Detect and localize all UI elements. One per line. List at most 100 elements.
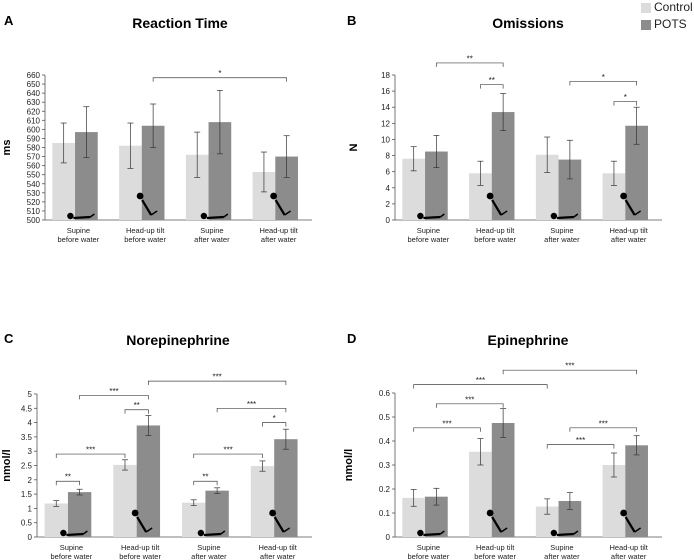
category-label: Supine [550,226,573,235]
y-tick-label: 8 [386,152,391,161]
bar-pots [208,122,232,220]
significance-label: *** [109,387,118,396]
category-label: after water [260,552,296,560]
y-tick-label: 630 [27,98,41,107]
significance-bracket [436,403,504,408]
bar-pots [136,425,161,537]
significance-bracket [193,480,218,486]
chart-panel-c: C Norepinephrine nmol/l 0 0.5 1 1.5 2 2.5 3 3.5 4 4.… [1,331,312,560]
significance-label: *** [247,400,256,409]
bar-pots [425,496,448,537]
category-label: Supine [197,543,220,552]
category-label: after water [544,235,580,244]
category-label: before water [58,235,100,244]
y-tick-label: 510 [27,207,41,216]
tilt-person-icon-board [283,527,291,533]
supine-person-icon-feet [573,530,579,535]
category-label: after water [611,235,647,244]
y-tick-label: 0.1 [379,509,391,518]
y-tick-label: 660 [27,71,41,80]
legend-swatch-pots [641,20,651,30]
supine-person-icon-head [197,529,205,537]
supine-person-icon-body [423,215,441,220]
category-label: Supine [200,226,223,235]
legend-label-pots: POTS [654,17,687,31]
legend-swatch-control [641,3,651,13]
bar-pots [205,490,229,537]
bar-control [535,154,559,220]
y-tick-label: 4 [28,419,33,428]
significance-bracket [262,422,287,427]
bar-control [185,154,209,220]
category-label: after water [194,235,230,244]
tilt-person-icon-board [284,210,292,216]
category-label: before water [119,552,161,560]
supine-person-icon-feet [439,213,445,218]
y-tick-label: 0 [28,533,33,542]
bar-pots [425,151,448,220]
tilt-person-icon-body [273,516,285,533]
category-label: Head-up tilt [126,226,165,235]
significance-label: ** [467,54,473,63]
y-tick-label: 610 [27,116,41,125]
tilt-person-icon-body [624,516,636,533]
category-label: Head-up tilt [258,543,297,552]
y-tick-label: 14 [381,103,390,112]
bar-control [402,158,426,220]
supine-person-icon-head [550,529,558,537]
significance-label: *** [223,446,232,455]
y-tick-label: 560 [27,162,41,171]
y-tick-label: 590 [27,134,41,143]
tilt-person-icon-board [634,210,642,216]
tilt-person-icon-head [620,192,628,200]
y-tick-label: 500 [27,216,41,225]
significance-bracket [569,427,637,432]
bar-pots [275,156,298,220]
bar-control [535,506,559,537]
y-tick-label: 10 [381,135,390,144]
bar-control [469,451,492,537]
category-label: before water [408,235,450,244]
supine-person-icon-body [203,532,221,537]
y-tick-label: 0.2 [379,485,391,494]
tilt-person-icon-board [500,527,508,533]
supine-person-icon-head [417,529,424,537]
significance-bracket [193,453,263,459]
significance-label: ** [134,401,140,410]
significance-label: ** [65,473,71,482]
tilt-person-icon-body [624,199,636,216]
supine-person-icon-head [417,212,424,220]
bar-control [602,465,626,537]
panel-letter: A [4,13,14,28]
bar-control [469,173,492,220]
y-tick-label: 3.5 [21,433,33,442]
significance-label: * [273,414,276,423]
tilt-person-icon-board [634,527,642,533]
category-label: Supine [417,543,440,552]
panel-letter: C [4,331,14,346]
y-tick-label: 4 [386,184,391,193]
significance-bracket [613,101,637,106]
y-tick-label: 3 [28,447,33,456]
panel-title: Omissions [492,15,564,31]
significance-label: *** [576,436,585,445]
bar-control [52,142,76,220]
category-label: before water [124,235,166,244]
bar-control [250,466,275,537]
bar-pots [75,132,98,220]
tilt-person-icon-body [491,199,503,216]
legend-label-control: Control [654,0,693,14]
bar-pots [491,423,515,537]
significance-bracket [502,369,637,375]
significance-label: *** [599,419,608,428]
tilt-person-icon-board [145,527,153,533]
y-tick-label: 530 [27,189,41,198]
significance-label: * [218,69,221,78]
y-tick-label: 0.4 [379,437,391,446]
tilt-person-icon-body [274,199,286,216]
y-axis-label: nmol/l [1,449,13,481]
panel-letter: D [347,331,356,346]
tilt-person-icon-body [491,516,503,533]
tilt-person-icon-head [131,509,139,517]
